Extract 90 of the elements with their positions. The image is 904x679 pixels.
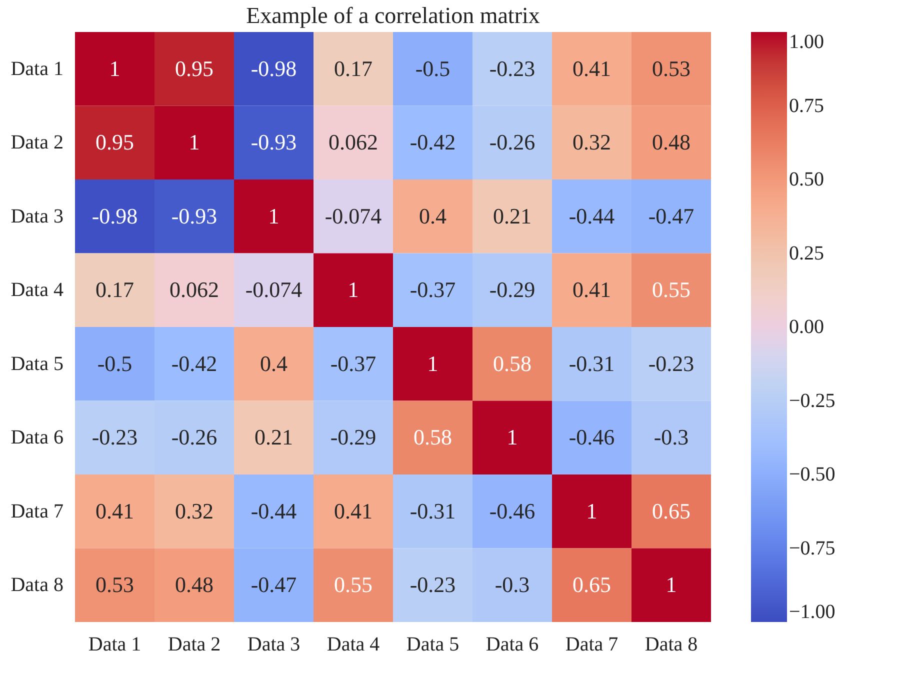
data-label: 1: [109, 56, 120, 81]
data-label: -0.23: [648, 350, 694, 376]
y-tick-label: Data 7: [10, 500, 64, 522]
color-bar-label: 0.00: [789, 316, 824, 338]
data-label: 0.17: [96, 277, 134, 302]
color-bar-label: 1.00: [789, 31, 824, 53]
data-label: -0.3: [494, 572, 530, 598]
data-label: 1: [188, 130, 200, 155]
data-label: 0.4: [260, 350, 288, 376]
data-label: -0.23: [92, 424, 138, 450]
data-label: 0.21: [493, 203, 532, 228]
chart-title: Example of a correlation matrix: [246, 3, 540, 28]
data-label: 1: [427, 350, 438, 376]
data-label: -0.46: [568, 424, 615, 450]
data-label: 0.65: [652, 498, 690, 524]
data-label: -0.29: [489, 277, 536, 302]
color-bar-label: −0.50: [789, 464, 836, 486]
data-label: -0.5: [415, 56, 450, 81]
data-label: 0.17: [334, 56, 372, 81]
data-label: -0.26: [489, 130, 536, 155]
x-tick-label: Data 6: [486, 634, 539, 656]
y-tick-label: Data 3: [10, 205, 64, 228]
data-label: 1: [666, 572, 677, 598]
data-label: -0.47: [648, 203, 694, 228]
data-label: 1: [506, 424, 518, 450]
data-label: 0.95: [96, 130, 134, 155]
data-label: 0.65: [572, 572, 611, 598]
data-label: 0.062: [170, 277, 219, 302]
x-tick-label: Data 2: [168, 634, 221, 656]
x-tick-label: Data 7: [565, 634, 618, 656]
data-label: -0.37: [330, 350, 376, 376]
x-tick-label: Data 1: [88, 634, 142, 656]
y-tick-label: Data 4: [10, 279, 64, 302]
data-label: -0.44: [568, 203, 615, 228]
data-label: -0.074: [245, 277, 302, 302]
color-bar-label: 0.50: [789, 168, 824, 190]
data-label: 0.41: [572, 56, 611, 81]
y-tick-label: Data 8: [10, 574, 64, 596]
data-label: 0.55: [652, 277, 690, 302]
data-label: -0.5: [97, 350, 132, 376]
data-label: -0.42: [410, 130, 456, 155]
data-label: 0.53: [652, 56, 690, 81]
data-label: 1: [348, 277, 359, 302]
data-label: 0.58: [493, 350, 532, 376]
data-label: -0.29: [330, 424, 376, 450]
data-label: 0.58: [414, 424, 452, 450]
y-tick-label: Data 2: [10, 132, 64, 154]
data-label: -0.46: [489, 498, 536, 524]
data-label: 0.48: [175, 572, 214, 598]
data-label: 0.32: [572, 130, 611, 155]
data-label: -0.26: [171, 424, 218, 450]
data-label: 0.21: [254, 424, 293, 450]
x-tick-label: Data 3: [247, 634, 300, 656]
x-tick-label: Data 8: [644, 634, 698, 656]
y-tick-label: Data 1: [10, 58, 64, 80]
data-label: 1: [268, 203, 280, 228]
data-label: -0.47: [250, 572, 297, 598]
data-label: 0.062: [328, 130, 378, 155]
data-label: -0.93: [171, 203, 218, 228]
data-label: 1: [586, 498, 598, 524]
data-label: -0.23: [410, 572, 456, 598]
data-label: -0.31: [568, 350, 615, 376]
data-label: 0.41: [572, 277, 611, 302]
data-label: -0.37: [410, 277, 456, 302]
data-label: 0.48: [652, 130, 690, 155]
color-bar-label: 0.75: [789, 94, 824, 117]
color-bar-label: −1.00: [789, 601, 836, 623]
x-tick-label: Data 4: [326, 634, 380, 656]
data-label: 0.41: [96, 498, 134, 524]
data-label: -0.3: [654, 424, 689, 450]
color-bar-label: 0.25: [789, 242, 824, 264]
data-label: 0.53: [96, 572, 134, 598]
data-label: -0.93: [250, 130, 297, 155]
y-tick-label: Data 5: [10, 352, 64, 375]
x-tick-label: Data 5: [406, 634, 460, 656]
color-bar-label: −0.75: [789, 537, 836, 560]
data-label: 0.95: [175, 56, 214, 81]
data-label: -0.23: [489, 56, 536, 81]
data-label: 0.55: [334, 572, 372, 598]
data-label: -0.98: [250, 56, 297, 81]
data-label: 0.41: [334, 498, 372, 524]
data-label: 0.32: [175, 498, 214, 524]
color-bar-label: −0.25: [789, 390, 836, 412]
data-label: -0.98: [92, 203, 138, 228]
data-label: -0.31: [410, 498, 456, 524]
data-label: -0.44: [250, 498, 297, 524]
y-tick-label: Data 6: [10, 426, 64, 449]
data-label: -0.42: [171, 350, 218, 376]
data-label: -0.074: [324, 203, 382, 228]
data-label: 0.4: [419, 203, 446, 228]
